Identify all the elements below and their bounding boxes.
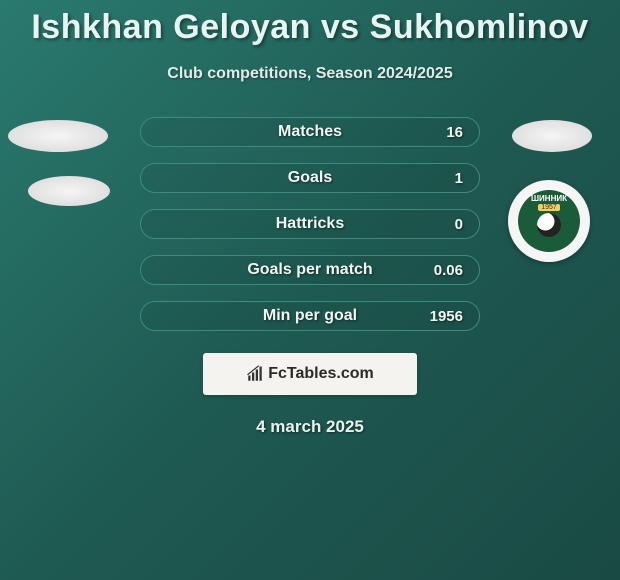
stat-label: Goals	[288, 169, 332, 187]
stat-label: Matches	[278, 123, 342, 141]
brand-text: FcTables.com	[268, 365, 374, 383]
subtitle: Club competitions, Season 2024/2025	[0, 65, 620, 83]
stat-row-min-per-goal: Min per goal 1956	[140, 301, 480, 331]
stat-row-hattricks: Hattricks 0	[140, 209, 480, 239]
player-right-club-badge: ШИННИК 1957	[508, 180, 590, 262]
chart-icon	[246, 365, 264, 383]
stat-value-right: 1956	[430, 308, 463, 325]
club-badge-inner: ШИННИК 1957	[518, 190, 580, 252]
stat-label: Goals per match	[247, 261, 372, 279]
stat-value-right: 1	[455, 170, 463, 187]
player-left-club-badge	[28, 176, 110, 206]
stat-value-right: 0.06	[434, 262, 463, 279]
player-right-avatar	[512, 120, 592, 152]
branding-badge[interactable]: FcTables.com	[203, 353, 417, 395]
stat-value-right: 16	[446, 124, 463, 141]
stat-value-right: 0	[455, 216, 463, 233]
stat-row-matches: Matches 16	[140, 117, 480, 147]
soccer-ball-icon	[537, 213, 561, 237]
stat-label: Hattricks	[276, 215, 344, 233]
date-label: 4 march 2025	[0, 417, 620, 437]
stat-row-goals-per-match: Goals per match 0.06	[140, 255, 480, 285]
stat-row-goals: Goals 1	[140, 163, 480, 193]
page-title: Ishkhan Geloyan vs Sukhomlinov	[0, 0, 620, 47]
club-year: 1957	[538, 204, 560, 211]
club-name: ШИННИК	[531, 194, 567, 203]
player-left-avatar	[8, 120, 108, 152]
stat-label: Min per goal	[263, 307, 357, 325]
